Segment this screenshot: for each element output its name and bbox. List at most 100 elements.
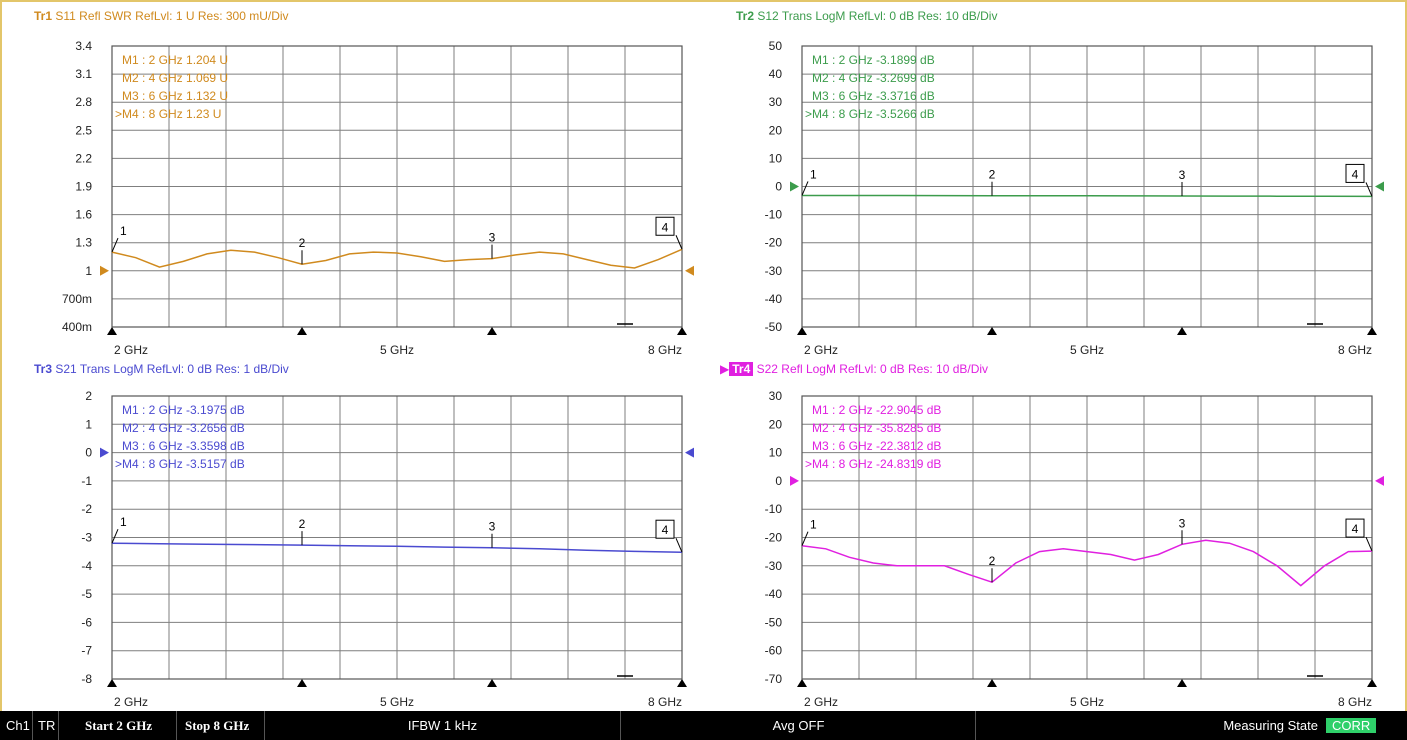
y-tick-label: 1.3 xyxy=(75,236,92,250)
marker-readout: M1 : 2 GHz 1.204 U xyxy=(122,53,228,67)
trace-3-label: Tr3 xyxy=(34,362,53,376)
marker-readout: M1 : 2 GHz -22.9045 dB xyxy=(812,403,941,417)
status-bar: Ch1 TR Start 2 GHz Stop 8 GHz IFBW 1 kHz… xyxy=(0,711,1407,740)
marker-stem xyxy=(111,528,119,544)
x-tick-label: 5 GHz xyxy=(1070,343,1104,357)
start-frequency[interactable]: Start 2 GHz xyxy=(58,711,169,740)
y-tick-label: -60 xyxy=(765,644,783,658)
trace-2-title[interactable]: Tr2 S12 Trans LogM RefLvl: 0 dB Res: 10 … xyxy=(736,9,997,23)
marker-position-icon xyxy=(797,679,807,687)
diagram-4: 30 20 10 0 -10 -20 -30 -40 -50 -60 -70 2 GHz 5 GHz 8 … xyxy=(765,389,1384,709)
marker-position-icon xyxy=(487,327,497,335)
channel-label[interactable]: Ch1 xyxy=(6,718,30,733)
marker-stem xyxy=(801,531,809,546)
marker-position-icon xyxy=(107,679,117,687)
ifbw-setting[interactable]: IFBW 1 kHz xyxy=(264,711,620,740)
correction-badge[interactable]: CORR xyxy=(1326,711,1377,740)
averaging-setting[interactable]: Avg OFF xyxy=(620,711,976,740)
y-tick-label: 2 xyxy=(85,389,92,403)
marker-number: 1 xyxy=(810,518,817,532)
y-tick-label: -3 xyxy=(81,531,92,545)
marker-readout: M3 : 6 GHz 1.132 U xyxy=(122,89,228,103)
trace-3-title[interactable]: Tr3 S21 Trans LogM RefLvl: 0 dB Res: 1 d… xyxy=(34,362,289,376)
active-marker-box xyxy=(1345,518,1365,538)
trace-4-title[interactable]: ▶ Tr4 S22 Refl LogM RefLvl: 0 dB Res: 10 … xyxy=(720,362,988,376)
marker-number: 4 xyxy=(1352,522,1359,536)
trace-1-title[interactable]: Tr1 S11 Refl SWR RefLvl: 1 U Res: 300 mU… xyxy=(34,9,289,23)
marker-position-icon xyxy=(677,327,687,335)
stop-frequency[interactable]: Stop 8 GHz xyxy=(176,711,255,740)
active-marker-box xyxy=(655,216,675,236)
y-tick-label: 2.8 xyxy=(75,95,92,109)
marker-number: 4 xyxy=(1352,167,1359,181)
y-tick-label: 50 xyxy=(769,39,783,53)
marker-readout: M3 : 6 GHz -22.3812 dB xyxy=(812,439,941,453)
marker-stem xyxy=(1365,536,1373,552)
trace-mode-label[interactable]: TR xyxy=(32,711,55,740)
x-tick-label: 8 GHz xyxy=(1338,343,1372,357)
marker-position-icon xyxy=(1367,679,1377,687)
y-tick-label: -20 xyxy=(765,531,783,545)
marker-position-icon xyxy=(797,327,807,335)
x-tick-label: 8 GHz xyxy=(648,695,682,709)
marker-position-icon xyxy=(107,327,117,335)
y-tick-label: 0 xyxy=(775,474,782,488)
marker-position-icon xyxy=(677,679,687,687)
y-tick-label: -6 xyxy=(81,615,92,629)
ref-right-arrow-icon xyxy=(685,447,694,458)
trace-4-params: S22 Refl LogM RefLvl: 0 dB Res: 10 dB/Di… xyxy=(756,362,989,376)
y-tick-label: -70 xyxy=(765,672,783,686)
y-tick-label: -40 xyxy=(765,587,783,601)
marker-position-icon xyxy=(987,679,997,687)
marker-readout: >M4 : 8 GHz -3.5266 dB xyxy=(805,107,935,121)
trace-1-params: S11 Refl SWR RefLvl: 1 U Res: 300 mU/Div xyxy=(55,9,289,23)
y-tick-label: -10 xyxy=(765,208,783,222)
marker-number: 3 xyxy=(489,231,496,245)
trace-2-params: S12 Trans LogM RefLvl: 0 dB Res: 10 dB/D… xyxy=(757,9,998,23)
marker-number: 1 xyxy=(120,515,127,529)
y-tick-label: 10 xyxy=(769,151,783,165)
active-marker-box xyxy=(655,519,675,539)
marker-number: 1 xyxy=(810,167,817,181)
marker-stem xyxy=(1365,182,1373,197)
active-trace-arrow-icon: ▶ xyxy=(720,362,730,376)
x-tick-label: 2 GHz xyxy=(804,343,838,357)
x-tick-label: 8 GHz xyxy=(648,343,682,357)
marker-readout: M2 : 4 GHz -35.8285 dB xyxy=(812,421,941,435)
grid-border xyxy=(801,45,1373,328)
x-tick-label: 5 GHz xyxy=(1070,695,1104,709)
y-tick-label: -30 xyxy=(765,264,783,278)
marker-readout: >M4 : 8 GHz 1.23 U xyxy=(115,107,221,121)
y-tick-label: -1 xyxy=(81,474,92,488)
trace-4-label: Tr4 xyxy=(729,362,754,376)
ref-right-arrow-icon xyxy=(1375,181,1384,192)
ref-left-arrow-icon xyxy=(790,181,799,192)
marker-position-icon xyxy=(297,679,307,687)
trace-line xyxy=(802,194,1373,198)
y-tick-label: -2 xyxy=(81,502,92,516)
y-tick-label: 1 xyxy=(85,417,92,431)
marker-number: 3 xyxy=(489,520,496,534)
corr-label: CORR xyxy=(1326,718,1377,733)
marker-readout: M2 : 4 GHz -3.2656 dB xyxy=(122,421,245,435)
diagram-area: 3.4 3.1 2.8 2.5 2.2 1.9 1.6 1.3 1 700m 400m 2 GHz 5 … xyxy=(62,39,1384,709)
y-tick-label: -8 xyxy=(81,672,92,686)
marker-number: 3 xyxy=(1179,168,1186,182)
marker-position-icon xyxy=(987,327,997,335)
ref-right-arrow-icon xyxy=(685,265,694,276)
y-tick-label: -4 xyxy=(81,559,92,573)
marker-stem xyxy=(111,237,119,253)
marker-readout: M2 : 4 GHz -3.2699 dB xyxy=(812,71,935,85)
y-tick-label: -40 xyxy=(765,292,783,306)
y-tick-label: 0 xyxy=(85,446,92,460)
marker-position-icon xyxy=(1177,679,1187,687)
marker-number: 1 xyxy=(120,224,127,238)
marker-position-icon xyxy=(297,327,307,335)
ifbw-label: IFBW 1 kHz xyxy=(407,718,478,733)
marker-position-icon xyxy=(1177,327,1187,335)
marker-number: 2 xyxy=(989,554,996,568)
y-tick-label: 30 xyxy=(769,389,783,403)
y-tick-label: 2.5 xyxy=(75,123,92,137)
x-tick-label: 5 GHz xyxy=(380,343,414,357)
y-tick-label: 20 xyxy=(769,417,783,431)
